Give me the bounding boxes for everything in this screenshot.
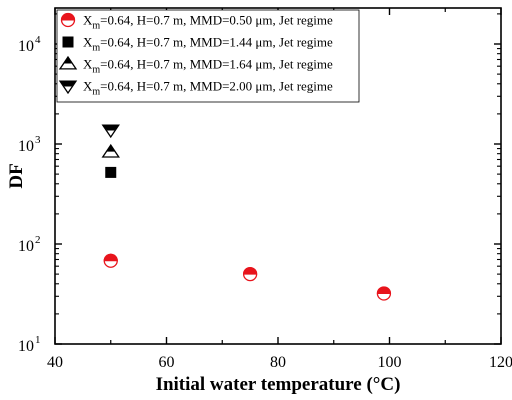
- marker-fill: [62, 36, 74, 48]
- marker-fill: [102, 125, 119, 131]
- y-tick-label-exponent: 1: [35, 334, 41, 346]
- legend: Xm=0.64, H=0.7 m, MMD=0.50 μm, Jet regim…: [56, 9, 360, 103]
- y-tick-label-exponent: 3: [35, 134, 41, 146]
- marker-fill: [105, 166, 117, 178]
- x-tick-label: 80: [270, 354, 286, 371]
- y-tick-label-exponent: 4: [35, 34, 41, 46]
- legend-box: [56, 9, 360, 103]
- x-tick-label: 120: [489, 354, 512, 371]
- y-tick-label: 10: [18, 38, 34, 55]
- plot-frame: [54, 7, 502, 345]
- y-tick-label: 10: [18, 138, 34, 155]
- x-tick-label: 40: [47, 354, 63, 371]
- y-tick-label: 10: [18, 238, 34, 255]
- x-axis-label: Initial water temperature (°C): [156, 374, 401, 395]
- marker-fill: [103, 253, 118, 262]
- legend-entry-label: Xm=0.64, H=0.7 m, MMD=0.50 μm, Jet regim…: [83, 13, 333, 32]
- marker-fill: [63, 57, 73, 64]
- legend-entry-label: Xm=0.64, H=0.7 m, MMD=1.44 μm, Jet regim…: [83, 35, 333, 54]
- data-point: [376, 286, 392, 301]
- marker-fill: [60, 13, 76, 21]
- marker-fill: [376, 286, 391, 294]
- data-point: [101, 143, 120, 158]
- legend-marker: [62, 36, 74, 48]
- y-tick-label-exponent: 2: [35, 234, 41, 246]
- data-markers: [101, 124, 392, 301]
- data-point: [103, 253, 118, 268]
- marker-fill: [106, 145, 116, 152]
- marker-fill: [60, 81, 76, 87]
- legend-marker: [58, 80, 78, 95]
- data-point: [105, 166, 117, 178]
- marker-fill: [243, 267, 258, 275]
- data-point: [101, 124, 120, 139]
- x-tick-label: 60: [159, 354, 175, 371]
- data-point: [242, 266, 258, 282]
- y-axis-label: DF: [6, 163, 27, 188]
- legend-entry-label: Xm=0.64, H=0.7 m, MMD=1.64 μm, Jet regim…: [83, 57, 333, 76]
- legend-marker: [60, 12, 76, 28]
- legend-entry-label: Xm=0.64, H=0.7 m, MMD=2.00 μm, Jet regim…: [83, 79, 333, 98]
- y-tick-label: 10: [18, 338, 34, 355]
- legend-marker: [58, 55, 78, 70]
- x-tick-label: 100: [378, 354, 402, 371]
